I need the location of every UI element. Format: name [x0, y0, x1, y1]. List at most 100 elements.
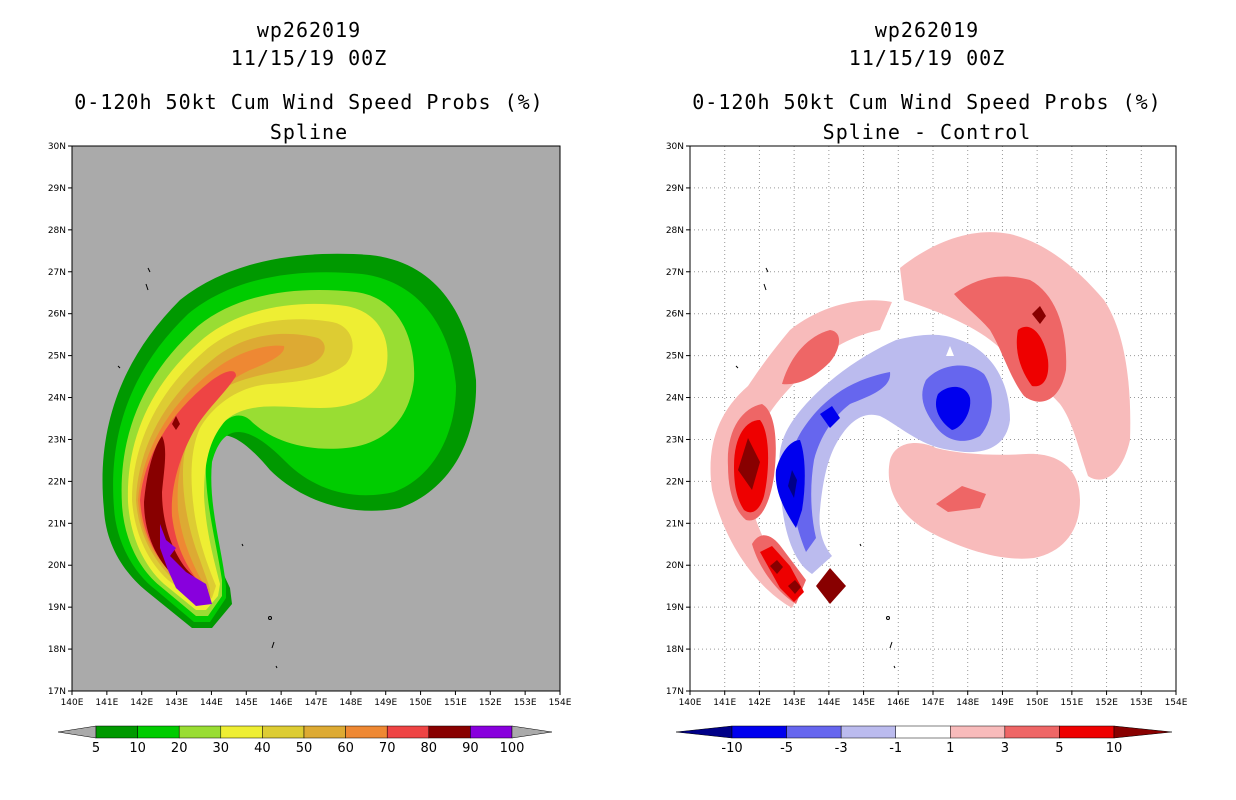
diff-neg-cap [946, 346, 954, 356]
diff-neg-5c [820, 406, 840, 428]
colorbar-label: 10 [129, 741, 146, 756]
x-tick-label: 144E [200, 698, 223, 708]
right-title-date: 11/15/19 00Z [848, 46, 1006, 70]
colorbar-label: 40 [254, 741, 271, 756]
x-tick-label: 143E [165, 698, 188, 708]
x-tick-label: 150E [1026, 698, 1049, 708]
y-tick-label: 20N [48, 561, 66, 571]
left-prob-contours [102, 253, 477, 628]
colorbar-high-tip [511, 725, 553, 739]
left-x-axis: 140E 141E 142E 143E 144E 145E 146E 147E 148E 149E… [61, 691, 572, 708]
x-tick-label: 153E [514, 698, 537, 708]
diff-neg-5b [935, 386, 971, 430]
colorbar-label: 70 [379, 741, 396, 756]
x-tick-label: 149E [991, 698, 1014, 708]
y-tick-label: 22N [48, 477, 66, 487]
colorbar-label: 30 [213, 741, 230, 756]
y-tick-label: 27N [48, 268, 66, 278]
left-title-product: 0-120h 50kt Cum Wind Speed Probs (%) [74, 90, 544, 114]
diff-pos-10-sw2 [788, 580, 801, 594]
colorbar-label: 3 [1001, 741, 1009, 756]
x-tick-label: 150E [409, 698, 432, 708]
colorbar-high-tip [1113, 725, 1173, 739]
y-tick-label: 17N [48, 687, 66, 697]
colorbar-segment [303, 725, 346, 739]
diff-pos-1-south [888, 443, 1080, 559]
y-tick-label: 19N [666, 603, 684, 613]
colorbar-label: 5 [92, 741, 100, 756]
x-tick-label: 144E [817, 698, 840, 708]
x-tick-label: 152E [479, 698, 502, 708]
x-tick-label: 142E [748, 698, 771, 708]
contour-80 [144, 436, 208, 596]
y-tick-label: 26N [48, 310, 66, 320]
diff-pos-3-north [782, 330, 840, 385]
y-tick-label: 20N [666, 561, 684, 571]
colorbar-label: 90 [462, 741, 479, 756]
x-tick-label: 140E [679, 698, 702, 708]
colorbar-segment [731, 725, 787, 739]
left-panel: wp262019 11/15/19 00Z 0-120h 50kt Cum Wi… [74, 18, 544, 144]
colorbar-label: 10 [1106, 741, 1123, 756]
x-tick-label: 152E [1095, 698, 1118, 708]
y-tick-label: 21N [666, 519, 684, 529]
x-tick-label: 149E [374, 698, 397, 708]
y-tick-label: 30N [666, 142, 684, 152]
diff-pos-3-south [936, 486, 986, 512]
x-tick-label: 140E [61, 698, 84, 708]
x-tick-label: 148E [956, 698, 979, 708]
x-tick-label: 147E [305, 698, 328, 708]
y-tick-label: 27N [666, 268, 684, 278]
colorbar-label: -3 [835, 741, 848, 756]
y-tick-label: 24N [666, 394, 684, 404]
right-x-axis: 140E 141E 142E 143E 144E 145E 146E 147E 148E 149E… [679, 691, 1188, 708]
colorbar-label: 60 [337, 741, 354, 756]
y-tick-label: 21N [48, 519, 66, 529]
left-title-model: Spline [269, 120, 349, 144]
right-colorbar: -10 -5 -3 -1 1 3 5 10 [675, 725, 1173, 756]
diff-pos-1-arc [710, 300, 892, 608]
right-title-product: 0-120h 50kt Cum Wind Speed Probs (%) [692, 90, 1162, 114]
colorbar-segment [386, 725, 430, 739]
diff-pos-10-sw3 [816, 568, 846, 604]
right-islands [735, 267, 896, 669]
x-tick-label: 151E [444, 698, 467, 708]
left-colorbar: 5 10 20 30 40 50 60 70 80 90 100 [57, 725, 553, 756]
y-tick-label: 23N [48, 435, 66, 445]
colorbar-label: -1 [889, 741, 902, 756]
colorbar-segment [840, 725, 896, 739]
y-tick-label: 26N [666, 310, 684, 320]
colorbar-segment [428, 725, 471, 739]
colorbar-label: -10 [721, 741, 742, 756]
colorbar-segment [178, 725, 222, 739]
colorbar-segment [95, 725, 138, 739]
right-map: 140E 141E 142E 143E 144E 145E 146E 147E 148E 149E… [666, 142, 1188, 756]
colorbar-low-tip [675, 725, 733, 739]
y-tick-label: 18N [48, 645, 66, 655]
y-tick-label: 24N [48, 394, 66, 404]
y-tick-label: 25N [48, 352, 66, 362]
colorbar-label: -5 [780, 741, 793, 756]
colorbar-label: 100 [500, 741, 525, 756]
left-y-axis: 17N 18N 19N 20N 21N 22N 23N 24N 25N 26N 27N 28N 29N 3… [48, 142, 72, 697]
colorbar-label: 80 [421, 741, 438, 756]
x-tick-label: 143E [783, 698, 806, 708]
colorbar-segment [262, 725, 305, 739]
x-tick-label: 151E [1060, 698, 1083, 708]
y-tick-label: 25N [666, 352, 684, 362]
y-tick-label: 30N [48, 142, 66, 152]
colorbar-segment [950, 725, 1006, 739]
colorbar-segment [470, 725, 513, 739]
colorbar-low-tip [57, 725, 97, 739]
colorbar-segment [786, 725, 842, 739]
y-tick-label: 29N [666, 184, 684, 194]
colorbar-segment [1059, 725, 1115, 739]
x-tick-label: 154E [1165, 698, 1188, 708]
colorbar-segment [1004, 725, 1060, 739]
left-map: 140E 141E 142E 143E 144E 145E 146E 147E 148E 149E… [48, 142, 572, 756]
left-title-date: 11/15/19 00Z [230, 46, 388, 70]
colorbar-segment [345, 725, 388, 739]
colorbar-segment [137, 725, 180, 739]
colorbar-label: 20 [171, 741, 188, 756]
y-tick-label: 28N [48, 226, 66, 236]
